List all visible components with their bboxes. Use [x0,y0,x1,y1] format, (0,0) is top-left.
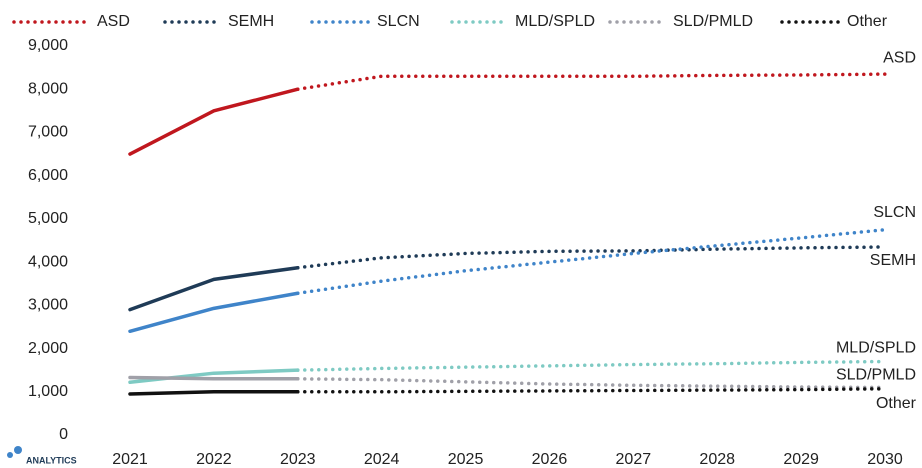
logo-dot [14,446,22,454]
y-tick-label: 6,000 [28,167,68,184]
y-tick-label: 7,000 [28,124,68,141]
series-end-label: Other [876,395,917,412]
forecast-line [296,72,887,91]
x-tick-label: 2021 [112,451,148,468]
x-tick-label: 2027 [616,451,652,468]
actual-line [128,390,300,396]
legend-label: MLD/SPLD [515,13,595,30]
x-tick-label: 2028 [699,451,735,468]
y-tick-label: 4,000 [28,253,68,270]
forecast-line [296,377,887,390]
x-tick-label: 2029 [783,451,819,468]
actual-line [128,375,300,381]
y-tick-label: 9,000 [28,37,68,54]
legend-label: SLD/PMLD [673,13,753,30]
legend-label: SLCN [377,13,420,30]
actual-line [128,87,300,156]
forecast-line [296,359,887,372]
series-end-label: SLCN [873,204,916,221]
series-end-label: MLD/SPLD [836,340,916,357]
forecast-line [296,245,887,270]
x-tick-label: 2030 [867,451,903,468]
legend-label: ASD [97,13,130,30]
x-tick-label: 2024 [364,451,400,468]
legend-label: SEMH [228,13,274,30]
forecast-line [296,387,887,394]
actual-line [128,265,300,312]
x-tick-label: 2025 [448,451,484,468]
logo: ANALYTICS [7,446,77,465]
forecast-line [296,227,887,295]
y-tick-label: 8,000 [28,80,68,97]
y-tick-label: 0 [59,426,68,443]
x-tick-label: 2026 [532,451,568,468]
logo-text: ANALYTICS [26,455,77,465]
series-end-label: ASD [883,49,916,66]
logo-dot [7,452,13,458]
x-tick-label: 2022 [196,451,232,468]
series-end-label: SEMH [870,252,916,269]
y-tick-label: 2,000 [28,340,68,357]
y-tick-label: 3,000 [28,297,68,314]
y-tick-label: 5,000 [28,210,68,227]
series-end-label: SLD/PMLD [836,367,916,384]
x-tick-label: 2023 [280,451,316,468]
actual-line [128,291,300,334]
legend-label: Other [847,13,888,30]
y-tick-label: 1,000 [28,383,68,400]
